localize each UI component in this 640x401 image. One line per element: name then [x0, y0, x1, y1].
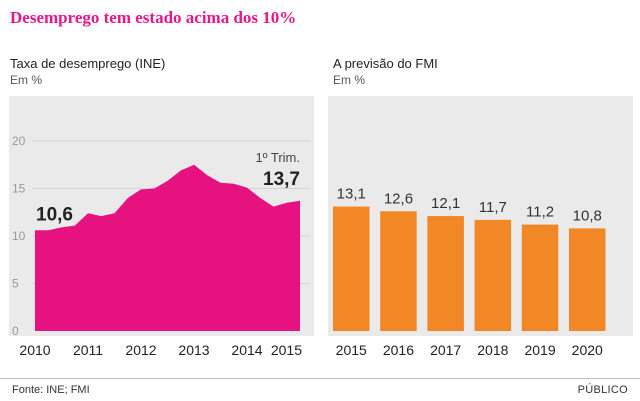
brand-logo: PÚBLICO	[577, 384, 628, 396]
unemployment-area	[35, 164, 300, 331]
right-chart-title: A previsão do FMI	[333, 56, 438, 71]
source-note: Fonte: INE; FMI	[12, 384, 90, 396]
y-tick-label: 0	[12, 324, 19, 338]
x-tick-label: 2015	[336, 342, 367, 358]
bar-value-label: 13,1	[337, 186, 366, 203]
x-tick-label: 2012	[125, 342, 156, 358]
bar	[569, 228, 606, 331]
x-tick-label: 2010	[19, 342, 50, 358]
x-tick-label: 2011	[73, 342, 103, 358]
period-note: 1º Trim.	[256, 150, 300, 165]
x-tick-label: 2018	[477, 342, 508, 358]
start-value-label: 10,6	[36, 204, 73, 225]
x-tick-label: 2014	[231, 342, 262, 358]
bar	[474, 219, 512, 331]
bar	[521, 224, 559, 331]
bar-value-label: 12,6	[384, 190, 413, 207]
x-tick-label: 2020	[572, 342, 603, 358]
bar-value-label: 10,8	[573, 207, 602, 224]
x-tick-label: 2016	[383, 342, 414, 358]
x-tick-label: 2019	[524, 342, 555, 358]
y-tick-label: 15	[12, 182, 26, 196]
x-tick-label: 2013	[178, 342, 209, 358]
left-chart-unit: Em %	[10, 73, 43, 87]
bar	[380, 211, 417, 331]
end-value-label: 13,7	[263, 169, 300, 190]
bar-value-label: 12,1	[431, 195, 460, 212]
bar	[333, 206, 370, 331]
x-tick-label: 2017	[430, 342, 461, 358]
footer-divider	[0, 378, 640, 379]
bar-value-label: 11,7	[479, 199, 507, 216]
y-tick-label: 20	[12, 134, 26, 148]
x-tick-label: 2015	[271, 342, 302, 358]
right-chart-unit: Em %	[333, 73, 366, 87]
bar	[427, 216, 464, 331]
left-chart-title: Taxa de desemprego (INE)	[10, 56, 166, 71]
headline: Desemprego tem estado acima dos 10%	[10, 8, 297, 27]
bar-value-label: 11,2	[526, 204, 554, 221]
y-tick-label: 5	[12, 277, 19, 291]
y-tick-label: 10	[12, 229, 26, 243]
